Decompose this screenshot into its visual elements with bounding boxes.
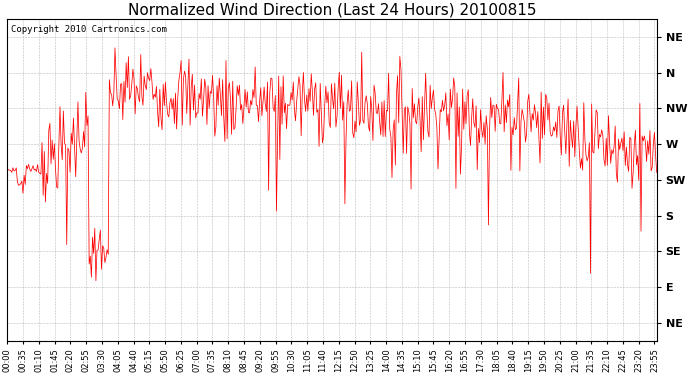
Title: Normalized Wind Direction (Last 24 Hours) 20100815: Normalized Wind Direction (Last 24 Hours… xyxy=(128,3,536,18)
Text: Copyright 2010 Cartronics.com: Copyright 2010 Cartronics.com xyxy=(10,26,166,34)
